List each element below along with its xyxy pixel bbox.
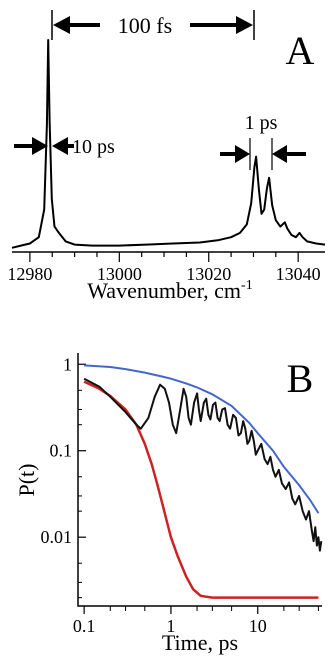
- annotation-10ps: 10 ps: [14, 136, 115, 158]
- panel-b-axes-frame: [77, 353, 322, 607]
- panel-b-series-red: [83, 380, 319, 599]
- panel-a: A 100 fs 10 ps 1 ps: [7, 10, 326, 303]
- panel-a-x-axis-label-text: Wavenumber, cm: [87, 278, 241, 303]
- x-tick-label: 13040: [276, 264, 321, 284]
- label-100fs: 100 fs: [118, 13, 172, 38]
- x-tick-label: 0.1: [73, 616, 96, 636]
- panel-b-x-ticks: 0.1 1 10: [73, 606, 319, 636]
- y-tick-label: 0.1: [50, 441, 73, 461]
- arrow-1ps-left-head: [235, 145, 250, 163]
- panel-b-x-axis-label: Time, ps: [162, 630, 238, 655]
- panel-b: B 1 0.1 0.01 0.1 1 10 P(t) Time, ps: [14, 353, 323, 655]
- y-tick-label: 0.01: [41, 527, 73, 547]
- panel-b-y-ticks: 1 0.1 0.01: [41, 354, 86, 599]
- x-tick-label: 13000: [97, 264, 142, 284]
- panel-b-y-axis-label: P(t): [14, 464, 39, 497]
- arrow-1ps-right-head: [272, 145, 287, 163]
- panel-a-frame: [12, 12, 325, 253]
- arrow-10ps-right-head: [52, 137, 68, 155]
- x-tick-label: 10: [249, 616, 267, 636]
- panel-b-label: B: [287, 356, 314, 401]
- annotation-100fs: 100 fs: [51, 10, 255, 40]
- arrow-10ps-left-head: [32, 137, 48, 155]
- arrow-100fs-right-head: [236, 16, 253, 34]
- x-tick-label: 12980: [7, 264, 52, 284]
- label-1ps: 1 ps: [245, 112, 278, 134]
- x-tick-label: 13020: [186, 264, 231, 284]
- annotation-1ps: 1 ps: [220, 112, 306, 170]
- panel-b-series-blue: [84, 364, 320, 514]
- panel-a-x-axis-label: Wavenumber, cm-1: [87, 278, 252, 303]
- arrow-100fs-left-head: [53, 16, 70, 34]
- label-10ps: 10 ps: [72, 136, 115, 158]
- panel-b-series-black: [83, 377, 323, 552]
- panel-a-x-axis-label-exponent: -1: [241, 278, 253, 293]
- x-tick-label: 1: [166, 616, 175, 636]
- panel-a-label: A: [286, 28, 315, 73]
- panel-a-x-ticks: 12980 13000 13020 13040: [7, 252, 321, 284]
- panel-a-series-line: [11, 39, 326, 249]
- y-tick-label: 1: [63, 354, 72, 374]
